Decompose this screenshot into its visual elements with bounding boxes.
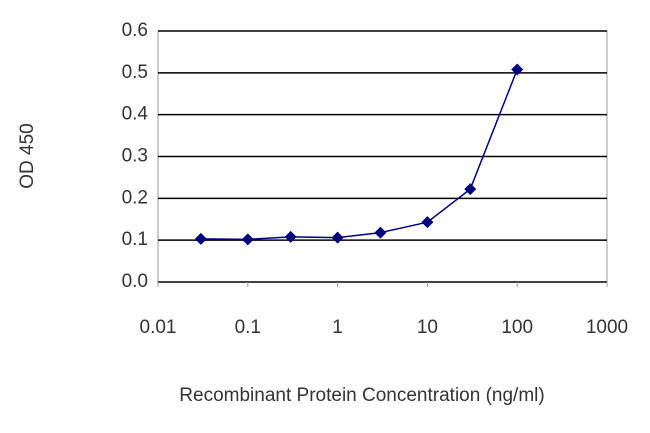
- data-point: [374, 226, 387, 239]
- x-axis-title: Recombinant Protein Concentration (ng/ml…: [179, 385, 544, 406]
- y-axis-title: OD 450: [17, 123, 38, 188]
- y-tick-label: 0.5: [122, 62, 148, 83]
- y-tick-label: 0.6: [122, 20, 148, 41]
- y-tick-label: 0.1: [122, 229, 148, 250]
- x-tick-label: 0.1: [235, 317, 261, 338]
- x-tick-label: 10: [417, 317, 438, 338]
- data-point: [241, 233, 254, 246]
- y-tick-label: 0.3: [122, 146, 148, 167]
- data-point: [194, 232, 207, 245]
- x-tick-label: 0.01: [140, 317, 177, 338]
- data-point: [421, 216, 434, 229]
- x-tick-label: 1000: [586, 317, 628, 338]
- data-point: [511, 63, 524, 76]
- y-tick-label: 0.4: [122, 104, 149, 125]
- data-point: [464, 183, 477, 196]
- data-point: [331, 231, 344, 244]
- x-tick-label: 1: [332, 317, 343, 338]
- x-tick-label: 100: [501, 317, 533, 338]
- data-line: [200, 69, 518, 241]
- y-tick-label: 0.0: [122, 271, 148, 292]
- y-tick-label: 0.2: [122, 187, 148, 208]
- data-point: [284, 230, 297, 243]
